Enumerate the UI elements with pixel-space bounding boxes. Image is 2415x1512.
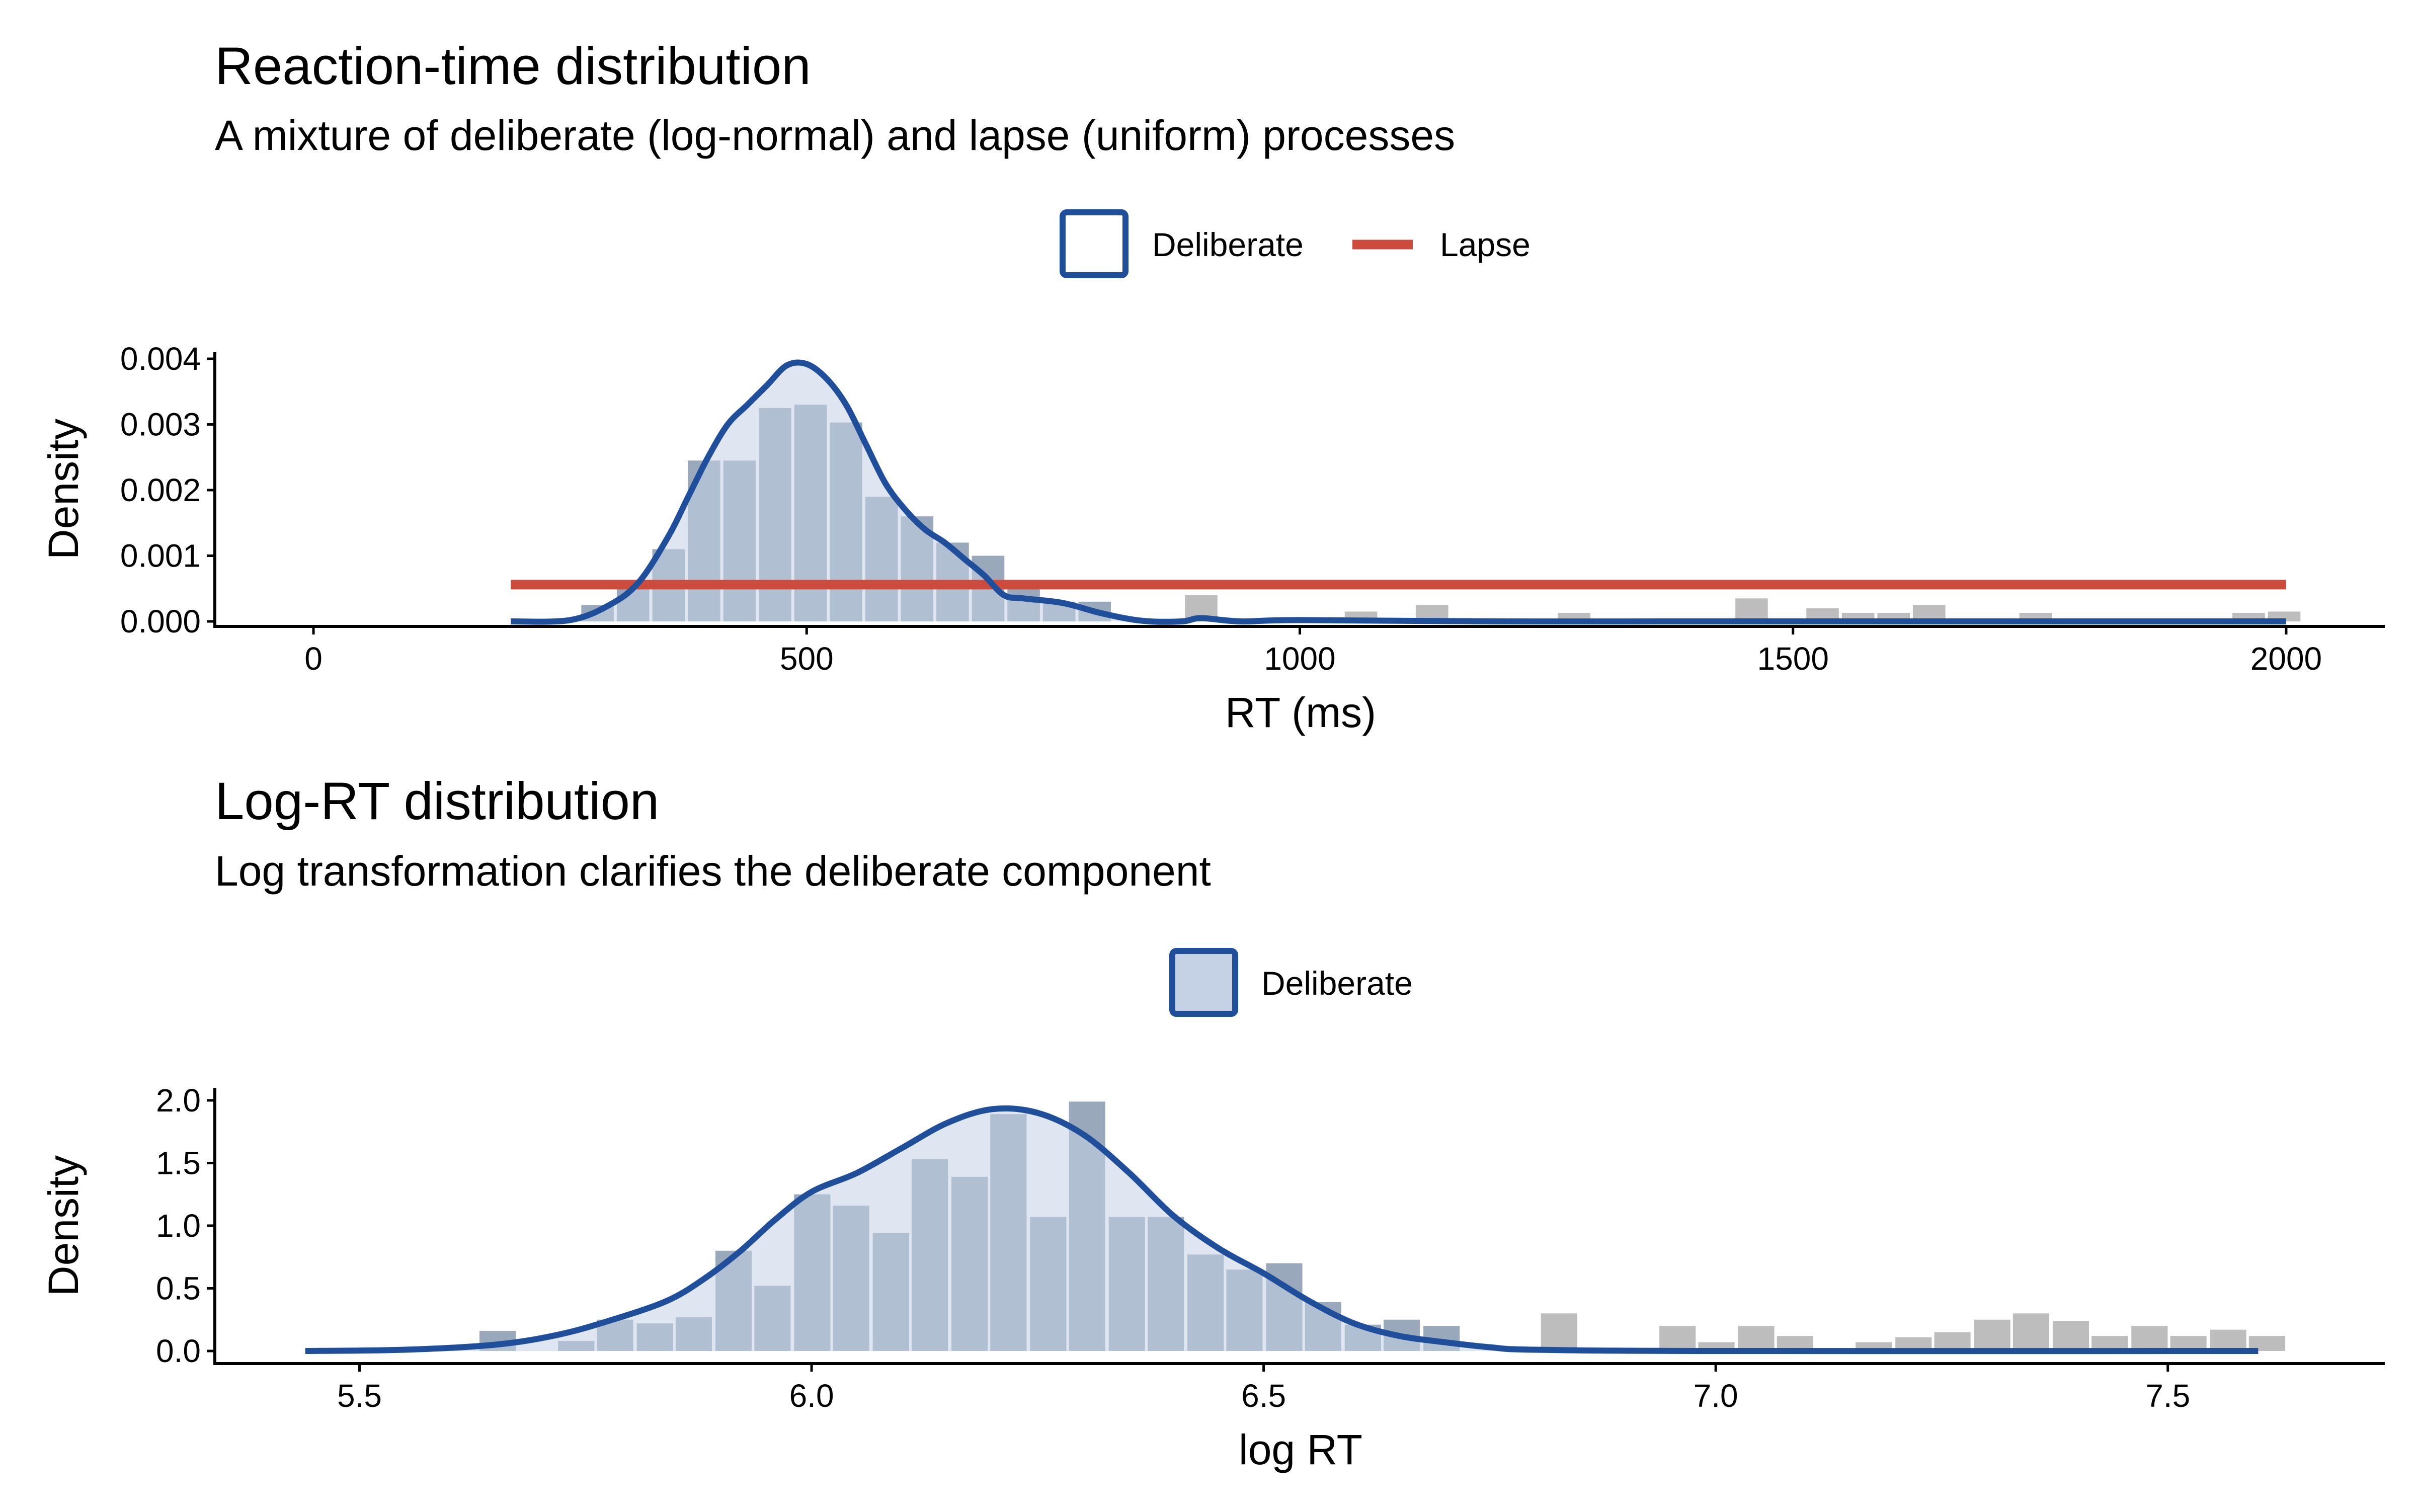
histogram-bar (1934, 1332, 1971, 1351)
x-axis-title: RT (ms) (1225, 689, 1376, 736)
x-axis-title: log RT (1239, 1426, 1362, 1473)
y-tick-label: 0.001 (120, 538, 201, 574)
y-ticks: 0.0 0.5 1.0 1.5 2.0 (156, 1082, 215, 1369)
x-axis: 0 500 1000 1500 2000 (213, 625, 2385, 677)
deliberate-density-area (305, 1108, 2259, 1351)
legend: Deliberate Lapse (1060, 209, 1531, 278)
x-tick-label: 0 (304, 641, 323, 677)
chart-subtitle: A mixture of deliberate (log-normal) and… (215, 112, 1455, 159)
deliberate-density-curve (510, 359, 2286, 625)
y-ticks: 0.000 0.001 0.002 0.003 0.004 (120, 341, 215, 640)
panel-rt-distribution: Reaction-time distribution A mixture of … (40, 37, 2385, 736)
chart-title: Log-RT distribution (215, 772, 659, 831)
histogram-bar (2013, 1313, 2049, 1351)
y-axis: 0.0 0.5 1.0 1.5 2.0 (156, 1082, 216, 1369)
x-tick-label: 2000 (2250, 641, 2322, 677)
y-axis: 0.000 0.001 0.002 0.003 0.004 (120, 341, 216, 640)
x-tick-label: 1500 (1757, 641, 1829, 677)
y-tick-label: 1.0 (156, 1208, 201, 1244)
histogram-bar (2052, 1321, 2089, 1351)
histogram-bar (1541, 1313, 1577, 1351)
x-tick-label: 6.5 (1241, 1378, 1286, 1414)
x-tick-label: 7.0 (1694, 1378, 1738, 1414)
x-tick-label: 7.5 (2145, 1378, 2190, 1414)
chart-title: Reaction-time distribution (215, 37, 811, 96)
deliberate-density-area (511, 362, 2286, 622)
histogram-bar (2131, 1326, 2168, 1351)
x-ticks: 0 500 1000 1500 2000 (304, 626, 2322, 677)
y-axis-title: Density (40, 1155, 87, 1296)
x-tick-label: 5.5 (337, 1378, 382, 1414)
y-tick-label: 0.0 (156, 1333, 201, 1369)
y-tick-label: 0.004 (120, 341, 201, 377)
histogram-bar (2210, 1329, 2246, 1351)
x-tick-label: 500 (780, 641, 834, 677)
y-axis-title: Density (40, 419, 87, 560)
x-axis: 5.5 6.0 6.5 7.0 7.5 (213, 1362, 2385, 1414)
legend-label-deliberate: Deliberate (1152, 226, 1304, 263)
x-ticks: 5.5 6.0 6.5 7.0 7.5 (337, 1364, 2190, 1414)
x-tick-label: 1000 (1264, 641, 1335, 677)
chart-subtitle: Log transformation clarifies the deliber… (215, 847, 1211, 895)
histogram-bar (1974, 1319, 2010, 1351)
panel-log-rt-distribution: Log-RT distribution Log transformation c… (40, 772, 2385, 1473)
y-tick-label: 0.5 (156, 1270, 201, 1306)
histogram-bar (1738, 1326, 1775, 1351)
legend-label-deliberate: Deliberate (1261, 965, 1413, 1002)
legend: Deliberate (1169, 948, 1413, 1017)
histogram-bar (1735, 598, 1768, 621)
y-tick-label: 1.5 (156, 1145, 201, 1181)
y-tick-label: 0.000 (120, 603, 201, 640)
x-tick-label: 6.0 (789, 1378, 834, 1414)
deliberate-density-curve (305, 1105, 2259, 1355)
legend-swatch-deliberate (1060, 209, 1129, 278)
legend-label-lapse: Lapse (1440, 226, 1531, 263)
y-tick-label: 0.003 (120, 407, 201, 443)
legend-swatch-deliberate (1169, 948, 1238, 1017)
y-tick-label: 0.002 (120, 472, 201, 508)
histogram-bar (1659, 1326, 1696, 1351)
y-tick-label: 2.0 (156, 1082, 201, 1119)
